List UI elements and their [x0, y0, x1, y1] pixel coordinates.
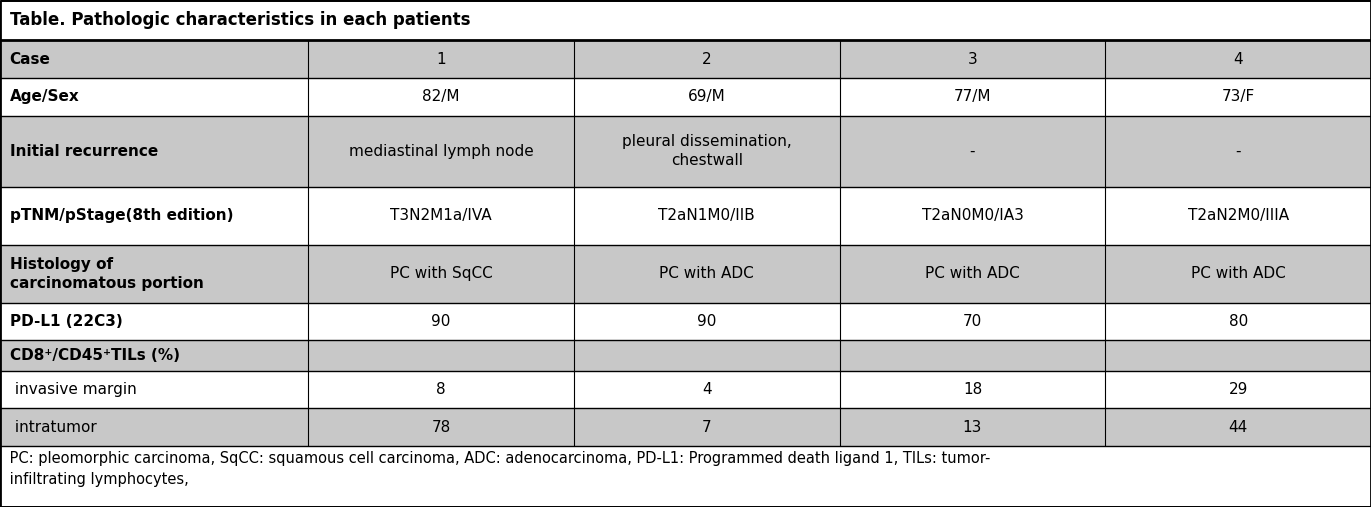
Text: PC with ADC: PC with ADC — [659, 266, 754, 281]
Text: pTNM/pStage(8th edition): pTNM/pStage(8th edition) — [10, 208, 233, 223]
Text: -: - — [1235, 143, 1241, 159]
Text: 1: 1 — [436, 52, 446, 67]
Bar — [0, 116, 1371, 187]
Text: 4: 4 — [702, 382, 712, 397]
Text: 90: 90 — [432, 314, 451, 329]
Text: CD8⁺/CD45⁺TILs (%): CD8⁺/CD45⁺TILs (%) — [10, 348, 180, 363]
Bar — [0, 0, 1371, 41]
Text: 77/M: 77/M — [954, 89, 991, 104]
Text: mediastinal lymph node: mediastinal lymph node — [348, 143, 533, 159]
Text: -: - — [969, 143, 975, 159]
Text: 18: 18 — [962, 382, 982, 397]
Text: Initial recurrence: Initial recurrence — [10, 143, 158, 159]
Text: 7: 7 — [702, 420, 712, 435]
Bar — [0, 303, 1371, 340]
Bar — [0, 446, 1371, 507]
Text: Age/Sex: Age/Sex — [10, 89, 80, 104]
Text: T2aN1M0/IIB: T2aN1M0/IIB — [658, 208, 755, 223]
Bar — [0, 371, 1371, 409]
Text: PC: pleomorphic carcinoma, SqCC: squamous cell carcinoma, ADC: adenocarcinoma, P: PC: pleomorphic carcinoma, SqCC: squamou… — [5, 451, 991, 487]
Bar — [0, 41, 1371, 78]
Text: 2: 2 — [702, 52, 712, 67]
Text: PC with ADC: PC with ADC — [925, 266, 1020, 281]
Text: PD-L1 (22C3): PD-L1 (22C3) — [10, 314, 122, 329]
Text: Table. Pathologic characteristics in each patients: Table. Pathologic characteristics in eac… — [10, 11, 470, 29]
Bar — [0, 187, 1371, 245]
Text: 80: 80 — [1228, 314, 1248, 329]
Text: 44: 44 — [1228, 420, 1248, 435]
Text: Histology of
carcinomatous portion: Histology of carcinomatous portion — [10, 257, 203, 291]
Text: 73/F: 73/F — [1222, 89, 1254, 104]
Text: T2aN2M0/IIIA: T2aN2M0/IIIA — [1187, 208, 1289, 223]
Bar — [0, 78, 1371, 116]
Text: 70: 70 — [962, 314, 982, 329]
Text: T3N2M1a/IVA: T3N2M1a/IVA — [391, 208, 492, 223]
Text: pleural dissemination,
chestwall: pleural dissemination, chestwall — [622, 134, 791, 168]
Text: 82/M: 82/M — [422, 89, 459, 104]
Text: 69/M: 69/M — [688, 89, 725, 104]
Text: 8: 8 — [436, 382, 446, 397]
Text: 3: 3 — [968, 52, 978, 67]
Text: 29: 29 — [1228, 382, 1248, 397]
Bar — [0, 409, 1371, 446]
Bar — [0, 245, 1371, 303]
Text: Case: Case — [10, 52, 51, 67]
Bar — [0, 340, 1371, 371]
Text: PC with SqCC: PC with SqCC — [389, 266, 492, 281]
Text: 90: 90 — [696, 314, 717, 329]
Text: T2aN0M0/IA3: T2aN0M0/IA3 — [921, 208, 1023, 223]
Text: 78: 78 — [432, 420, 451, 435]
Text: PC with ADC: PC with ADC — [1191, 266, 1286, 281]
Text: invasive margin: invasive margin — [10, 382, 136, 397]
Text: intratumor: intratumor — [10, 420, 96, 435]
Text: 4: 4 — [1234, 52, 1243, 67]
Text: 13: 13 — [962, 420, 982, 435]
